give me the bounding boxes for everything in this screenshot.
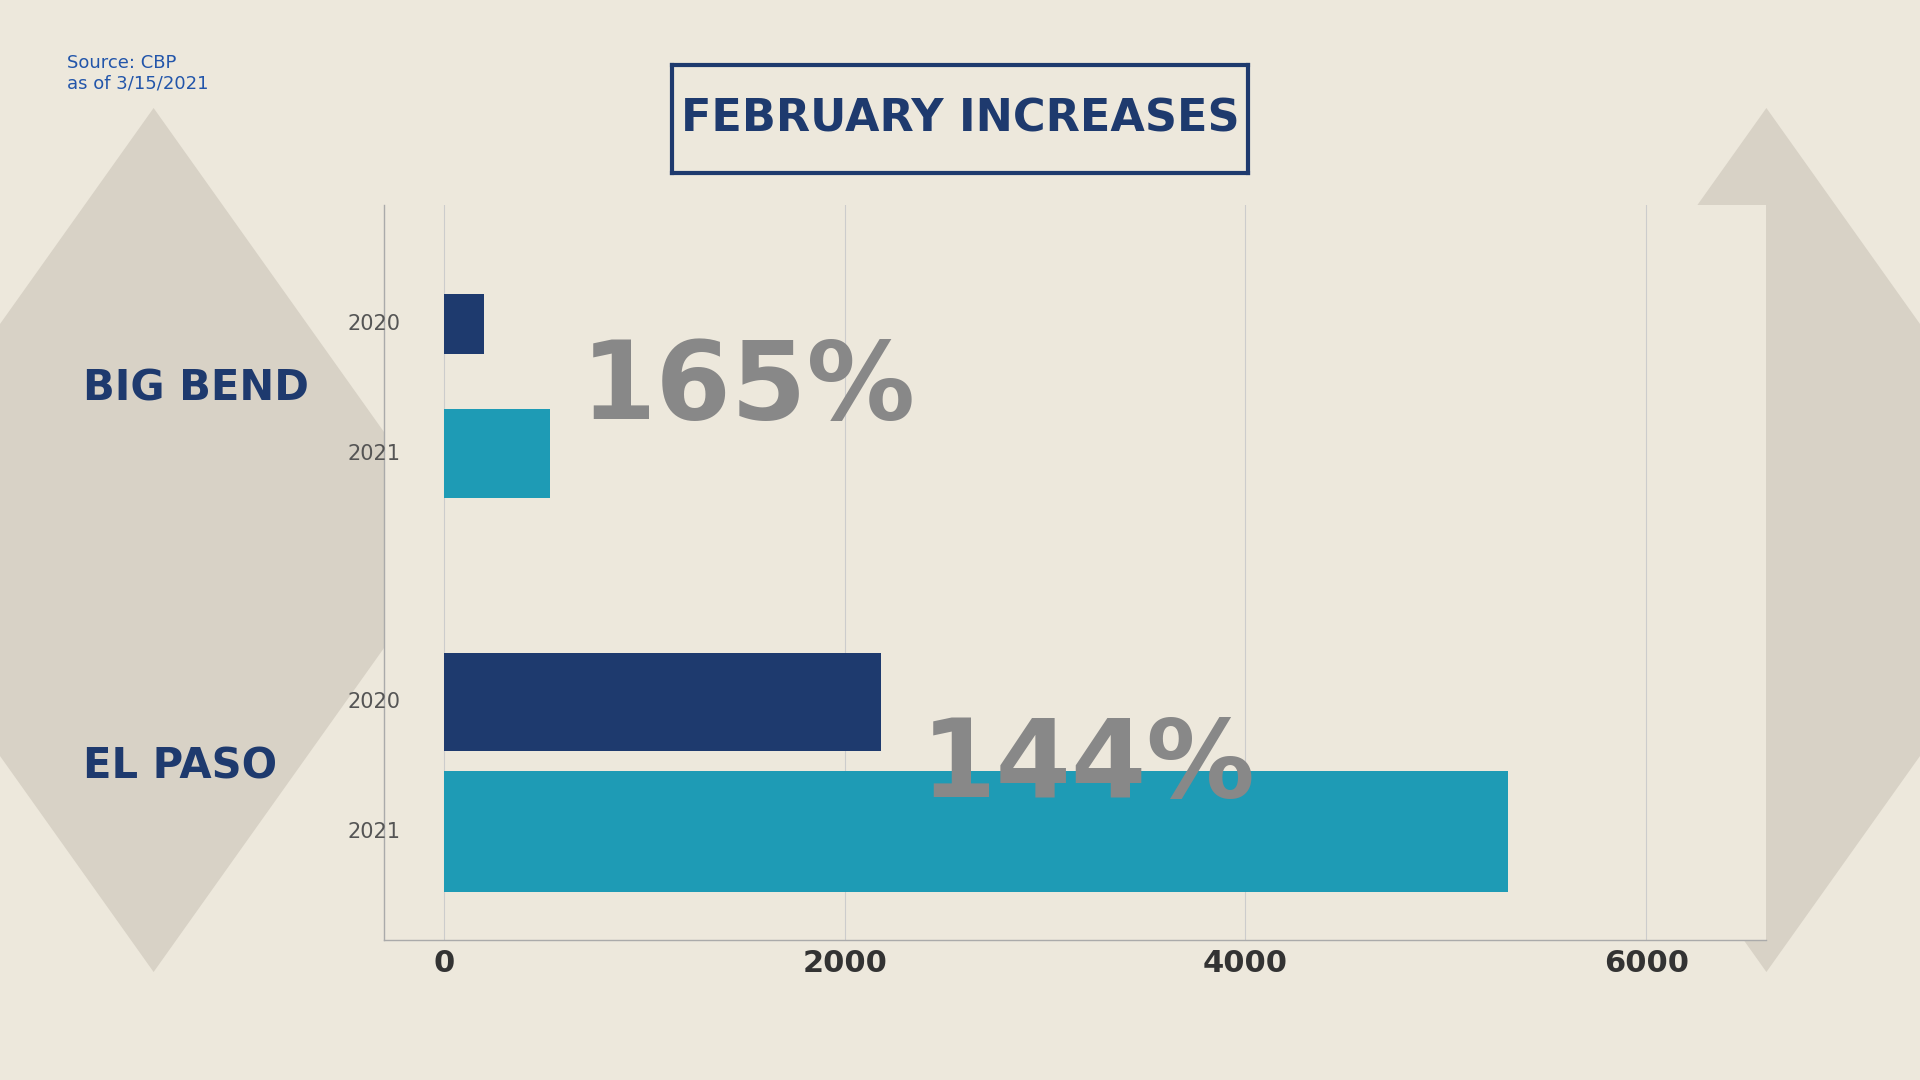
Text: EL PASO: EL PASO [83, 746, 278, 787]
Text: 2020: 2020 [348, 692, 399, 712]
Text: 2021: 2021 [348, 444, 399, 463]
Text: 2020: 2020 [348, 314, 399, 334]
Text: FEBRUARY INCREASES: FEBRUARY INCREASES [682, 97, 1238, 140]
Bar [444, 653, 881, 751]
Text: 2021: 2021 [348, 822, 399, 841]
Text: 144%: 144% [922, 714, 1256, 820]
Text: 165%: 165% [580, 336, 916, 442]
Text: BIG BEND: BIG BEND [83, 368, 309, 409]
Bar [444, 409, 551, 498]
Text: Source: CBP
as of 3/15/2021: Source: CBP as of 3/15/2021 [67, 54, 209, 93]
Bar [444, 771, 1507, 892]
Bar [444, 294, 484, 353]
